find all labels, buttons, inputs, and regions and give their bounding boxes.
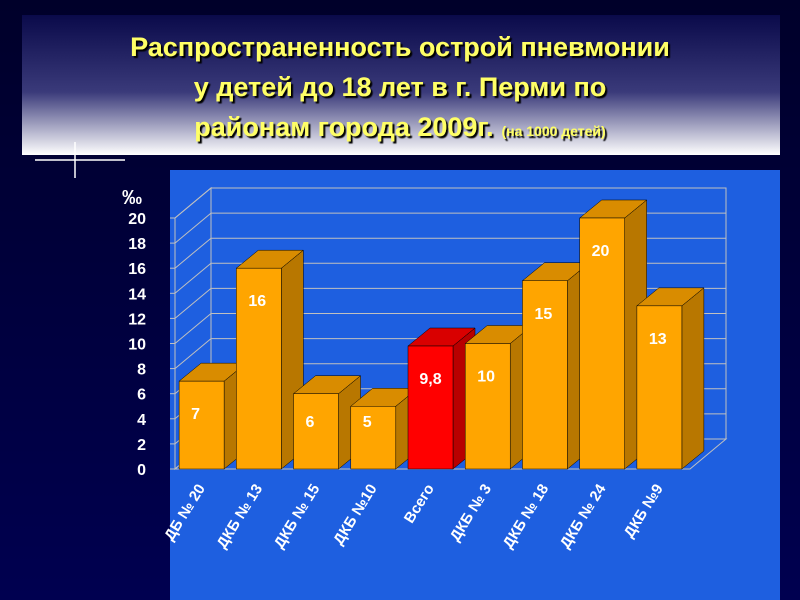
title-line: у детей до 18 лет в г. Перми по	[194, 72, 607, 102]
y-tick-label: 0	[137, 462, 146, 479]
value-label: 6	[306, 414, 315, 431]
y-tick-label: 16	[128, 261, 146, 278]
y-unit: ‰	[122, 187, 142, 209]
grid-line	[174, 212, 726, 244]
bar	[178, 380, 225, 470]
bar	[350, 406, 397, 470]
value-label: 9,8	[419, 371, 441, 388]
y-tick-label: 12	[128, 311, 146, 328]
value-label: 7	[191, 406, 200, 423]
y-tick-label: 6	[137, 387, 146, 404]
bar	[293, 393, 339, 470]
title-line: районам города 2009г.	[194, 112, 493, 142]
title-line: районам города 2009г. (на 1000 детей)	[194, 112, 605, 142]
value-label: 15	[534, 306, 552, 323]
bar	[636, 305, 683, 470]
bar	[579, 217, 625, 470]
y-tick-label: 4	[137, 412, 146, 429]
bar	[522, 280, 568, 470]
y-tick-label: 2	[137, 437, 146, 454]
bar-side	[681, 287, 705, 470]
value-label: 13	[649, 331, 667, 348]
value-label: 16	[248, 293, 266, 310]
y-tick-label: 20	[128, 211, 146, 228]
value-label: 5	[363, 414, 372, 431]
y-tick-label: 10	[128, 337, 146, 354]
grid-line	[174, 237, 726, 269]
title-line: Распространенность острой пневмонии	[130, 32, 670, 62]
value-label: 20	[592, 243, 610, 260]
y-tick-label: 18	[128, 236, 146, 253]
title: Распространенность острой пневмонии у де…	[130, 32, 670, 142]
title-box	[22, 15, 780, 155]
value-label: 10	[477, 369, 495, 386]
grid-line	[174, 187, 726, 219]
bar	[236, 267, 282, 470]
note: (на 1000 детей)	[501, 123, 605, 139]
decoration	[35, 142, 125, 178]
y-tick-label: 8	[137, 362, 146, 379]
bar	[464, 343, 511, 470]
bar	[407, 345, 454, 470]
y-tick-label: 14	[128, 286, 146, 303]
